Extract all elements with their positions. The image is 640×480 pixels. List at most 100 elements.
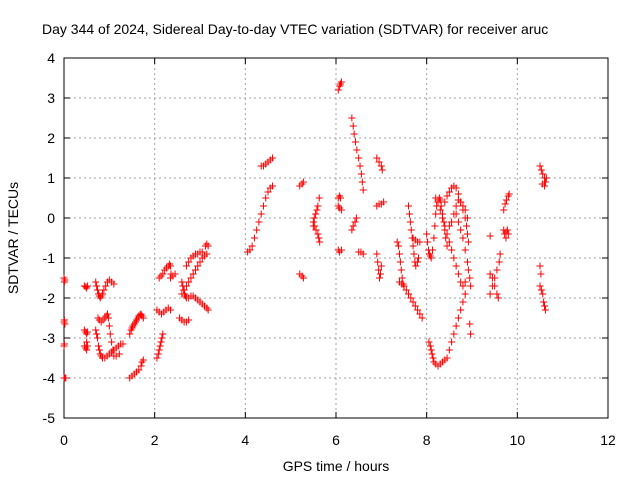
data-point [137, 362, 145, 370]
data-point [259, 202, 267, 210]
data-point [504, 230, 512, 238]
data-point [196, 258, 204, 266]
series-t38 [423, 230, 434, 260]
data-point [459, 298, 467, 306]
data-point [459, 202, 467, 210]
series-t31 [373, 154, 386, 174]
series-t28 [348, 114, 367, 194]
data-point [486, 290, 494, 298]
data-point [457, 198, 465, 206]
x-axis-label: GPS time / hours [283, 458, 390, 474]
series-t45 [466, 320, 475, 338]
data-point [84, 328, 92, 336]
data-point [397, 266, 405, 274]
series-t48 [486, 270, 502, 302]
data-point [246, 246, 254, 254]
data-point [486, 232, 494, 240]
data-point [248, 242, 256, 250]
data-point [432, 210, 440, 218]
data-point [337, 194, 345, 202]
data-point [450, 254, 458, 262]
data-point [373, 154, 381, 162]
series-t41 [432, 194, 469, 290]
data-point [409, 298, 417, 306]
data-point [191, 266, 199, 274]
series-t16 [182, 248, 206, 270]
series-t39 [425, 290, 469, 370]
series-t35 [395, 278, 426, 322]
data-point [448, 338, 456, 346]
data-point [424, 238, 432, 246]
data-point [159, 330, 167, 338]
data-point [377, 162, 385, 170]
data-point [454, 218, 462, 226]
data-point [459, 234, 467, 242]
data-point [312, 210, 320, 218]
data-point [541, 302, 549, 310]
series-t0a [60, 274, 69, 286]
y-tick-label: 1 [47, 170, 55, 186]
series-t30 [355, 248, 367, 258]
data-point [434, 198, 442, 206]
data-point [253, 226, 261, 234]
data-point [539, 290, 547, 298]
series-t46 [486, 232, 494, 240]
data-point [185, 278, 193, 286]
data-point [135, 366, 143, 374]
chart-title: Day 344 of 2024, Sidereal Day-to-day VTE… [42, 21, 548, 37]
data-point [463, 214, 471, 222]
data-point [445, 346, 453, 354]
data-point [60, 340, 68, 348]
y-tick-label: -1 [43, 250, 56, 266]
series-t44 [452, 210, 475, 290]
data-point [155, 346, 163, 354]
data-point [436, 206, 444, 214]
data-point [464, 266, 472, 274]
data-point [337, 206, 345, 214]
data-point [374, 258, 382, 266]
data-point [359, 186, 367, 194]
data-point [153, 354, 161, 362]
data-point [461, 206, 469, 214]
data-point [60, 316, 68, 324]
series-t7 [126, 356, 147, 382]
series-t14 [178, 250, 211, 298]
x-tick-label: 4 [241, 432, 249, 448]
data-point [171, 270, 179, 278]
data-point [537, 270, 545, 278]
data-point [414, 306, 422, 314]
series-t10 [153, 304, 175, 318]
data-point [405, 202, 413, 210]
data-point [94, 286, 102, 294]
data-point [423, 230, 431, 238]
data-point [106, 330, 114, 338]
data-point [299, 274, 307, 282]
data-point [313, 206, 321, 214]
data-point [194, 262, 202, 270]
data-point [395, 250, 403, 258]
data-point [105, 322, 113, 330]
x-tick-label: 10 [510, 432, 526, 448]
data-point [250, 234, 258, 242]
data-point [334, 86, 342, 94]
data-point [156, 342, 164, 350]
data-point [445, 238, 453, 246]
data-point [406, 218, 414, 226]
data-point [185, 258, 193, 266]
data-point [108, 338, 116, 346]
data-point [83, 338, 91, 346]
data-point [443, 242, 451, 250]
data-point [316, 238, 324, 246]
data-point [540, 298, 548, 306]
data-point [439, 214, 447, 222]
data-point [398, 274, 406, 282]
data-point [375, 266, 383, 274]
data-point [537, 286, 545, 294]
data-point [448, 246, 456, 254]
y-tick-label: 0 [47, 210, 55, 226]
data-point [443, 192, 451, 200]
y-tick-label: -5 [43, 410, 56, 426]
data-point [537, 166, 545, 174]
data-point [110, 280, 118, 288]
series-t5 [92, 326, 127, 362]
